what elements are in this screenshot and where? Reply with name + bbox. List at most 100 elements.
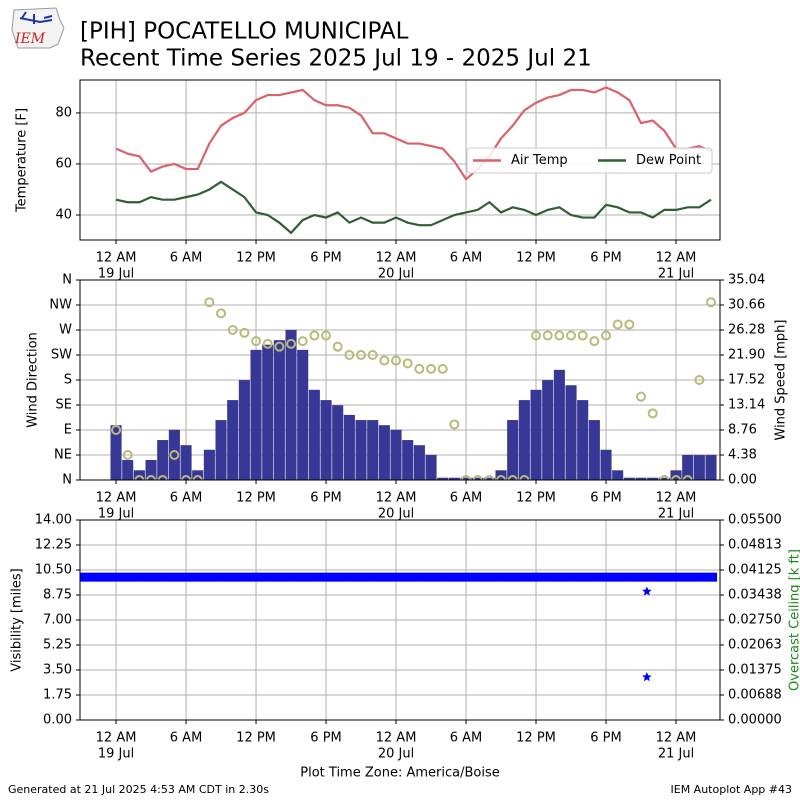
y2-axis-label: Overcast Ceiling [k ft]	[788, 549, 800, 691]
bar	[157, 440, 169, 480]
y-tick-label: NW	[49, 298, 72, 313]
x-tick-date: 21 Jul	[658, 507, 694, 522]
point	[529, 572, 543, 582]
point	[413, 572, 426, 582]
bar	[448, 477, 460, 480]
bar	[203, 449, 215, 480]
point	[391, 355, 402, 366]
x-tick-label: 6 AM	[170, 491, 203, 506]
point	[168, 572, 181, 582]
x-tick-label: 12 AM	[656, 491, 697, 506]
point	[577, 330, 588, 341]
point	[144, 572, 158, 582]
plot-frame	[79, 519, 721, 721]
y2-tick-label: 0.04813	[728, 537, 782, 552]
point	[484, 475, 495, 480]
y2-axis-label: Wind Speed [mph]	[774, 320, 789, 441]
bar	[483, 477, 495, 480]
y2-tick-label: 17.52	[728, 373, 765, 388]
y-axis-label: Wind Direction	[26, 332, 41, 428]
bar	[308, 389, 320, 480]
bar	[518, 400, 530, 480]
point	[169, 450, 180, 460]
y-axis-label: Temperature [F]	[15, 108, 30, 213]
point	[471, 572, 484, 582]
bar	[227, 400, 239, 480]
bar	[565, 385, 577, 480]
point	[192, 475, 203, 480]
y-tick-label: E	[64, 423, 72, 438]
bar	[507, 420, 519, 480]
point	[669, 572, 683, 582]
y-tick-label: 5.25	[43, 638, 72, 653]
y2-tick-label: 30.66	[728, 298, 765, 313]
point	[203, 572, 216, 582]
point	[354, 572, 368, 582]
point	[704, 572, 718, 582]
point	[296, 572, 309, 582]
bar	[472, 477, 484, 480]
bar	[110, 425, 122, 480]
x-tick-label: 6 AM	[170, 251, 203, 266]
x-tick-label: 12 AM	[656, 731, 697, 746]
y2-tick-label: 4.38	[728, 448, 757, 463]
x-tick-label: 12 PM	[516, 251, 556, 266]
y2-tick-label: 0.02063	[728, 637, 782, 652]
point	[589, 336, 600, 347]
bar	[180, 445, 192, 480]
y-tick-label: 12.25	[35, 538, 72, 553]
point	[157, 475, 168, 480]
point	[121, 572, 134, 582]
point	[459, 572, 473, 582]
y2-tick-label: 0.05500	[728, 513, 782, 528]
y2-tick-label: 35.04	[728, 273, 765, 288]
point	[612, 319, 623, 330]
logo-text: IEM	[14, 31, 46, 47]
point	[576, 572, 589, 582]
point	[647, 408, 658, 419]
point	[642, 586, 652, 596]
x-tick-label: 12 AM	[96, 731, 137, 746]
y-tick-label: W	[59, 323, 72, 338]
x-tick-label: 12 PM	[236, 251, 276, 266]
series-line	[115, 86, 712, 181]
point	[448, 572, 461, 582]
point	[611, 572, 624, 582]
y-tick-label: 7.00	[43, 613, 72, 628]
bar	[437, 477, 449, 480]
point	[284, 572, 298, 582]
chart-subtitle: Recent Time Series 2025 Jul 19 - 2025 Ju…	[80, 46, 592, 72]
point	[239, 327, 250, 338]
point	[366, 572, 379, 582]
bar	[250, 349, 262, 480]
x-tick-label: 6 PM	[590, 731, 621, 746]
bar	[682, 454, 694, 480]
point	[646, 572, 659, 582]
bar	[693, 454, 705, 480]
bar	[425, 454, 437, 480]
point	[356, 350, 367, 360]
point	[344, 350, 355, 360]
point	[309, 330, 320, 341]
y2-tick-label: 0.00000	[728, 713, 782, 728]
point	[98, 572, 111, 582]
plot-frame	[79, 279, 721, 481]
point	[507, 475, 518, 480]
y2-tick-label: 21.90	[728, 348, 765, 363]
point	[706, 297, 717, 308]
x-tick-label: 12 AM	[376, 251, 417, 266]
y-tick-label: 3.50	[43, 663, 72, 678]
point	[682, 475, 693, 480]
point	[519, 475, 530, 480]
y-tick-label: SE	[56, 398, 72, 413]
point	[659, 475, 670, 480]
point	[472, 475, 483, 480]
point	[483, 572, 496, 582]
bar	[600, 449, 612, 480]
bar	[647, 477, 659, 480]
point	[694, 375, 705, 385]
bar	[413, 445, 425, 480]
point	[111, 425, 122, 435]
point	[389, 572, 403, 582]
